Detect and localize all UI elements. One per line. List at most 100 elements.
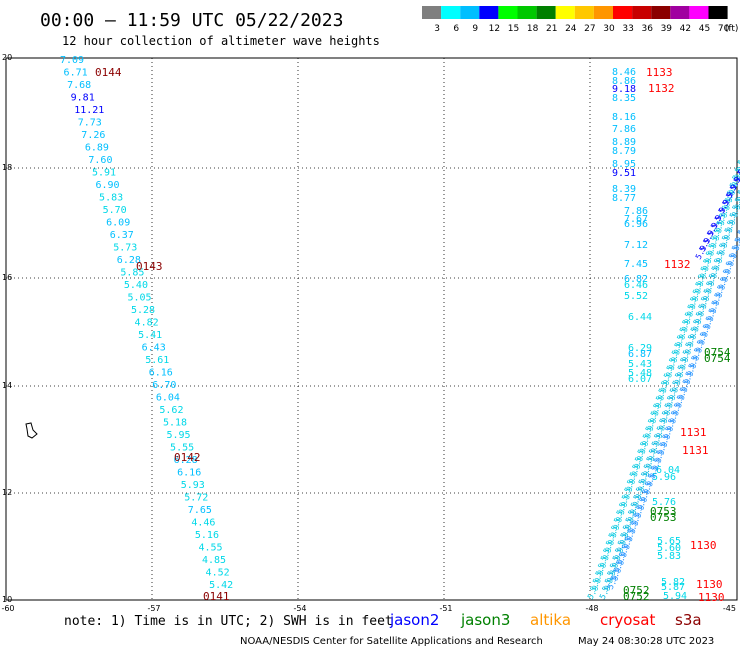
wave-height-value: 6.82 [624, 274, 648, 285]
map-title: 00:00 – 11:59 UTC 05/22/2023 [40, 10, 343, 31]
x-tick-label: -51 [439, 604, 452, 613]
track-time-label: 0752 [623, 584, 650, 597]
wave-height-value: 6.07 [628, 374, 652, 385]
wave-height-value: 6.29 [628, 343, 652, 354]
wave-height-value: 5.95 [167, 430, 191, 441]
ascending-track-mark: 5.9 [736, 180, 740, 197]
footer-note: note: 1) Time is in UTC; 2) SWH is in fe… [64, 614, 393, 629]
legend-label: 42 [680, 24, 691, 34]
track-time-label: 0142 [174, 451, 201, 464]
mission-label-s3a: s3a [675, 611, 702, 629]
track-time-label: 0143 [136, 260, 163, 273]
track-time-label: 0753 [650, 511, 677, 524]
wave-height-value: 7.26 [81, 130, 105, 141]
ascending-track-mark: 5.9 [728, 175, 740, 192]
wave-height-value: 6.89 [85, 143, 109, 154]
wave-height-value: 4.85 [202, 555, 226, 566]
ascending-track-mark: 5.9 [731, 165, 740, 182]
ascending-track-mark: 5.9 [728, 203, 740, 220]
y-tick-label: 20 [2, 53, 12, 62]
legend-label: 12 [489, 24, 500, 34]
wave-height-value: 5.05 [127, 293, 151, 304]
wave-height-value: 5.40 [124, 280, 148, 291]
wave-height-value: 5.61 [145, 355, 169, 366]
x-tick-label: -54 [293, 604, 306, 613]
wave-height-value: 5.72 [184, 493, 208, 504]
mission-label-jason2: jason2 [389, 611, 439, 629]
wave-height-value: 6.96 [624, 219, 648, 230]
wave-height-value: 6.43 [142, 343, 166, 354]
wave-height-value: 6.46 [624, 280, 648, 291]
legend-swatch [517, 6, 537, 19]
legend-swatch [422, 6, 442, 19]
track-time-label: 0754 [704, 352, 731, 365]
legend-swatch [613, 6, 633, 19]
ascending-track-mark: 5.9 [730, 236, 740, 253]
legend-label: 30 [603, 24, 615, 34]
wave-height-value: 11.21 [74, 105, 104, 116]
legend-label: 33 [622, 24, 633, 34]
ascending-track-mark: 5.9 [736, 150, 740, 167]
wave-height-value: 5.60 [657, 543, 681, 554]
track-time-label: 1132 [664, 258, 691, 271]
wave-height-value: 5.65 [657, 536, 681, 547]
legend-label: 24 [565, 24, 577, 34]
legend-label: 70 [718, 24, 730, 34]
footer-credit: NOAA/NESDIS Center for Satellite Applica… [240, 636, 543, 647]
wave-height-value: 6.04 [156, 393, 180, 404]
wave-height-value: 6.71 [64, 68, 88, 79]
wave-height-value: 5.55 [170, 443, 194, 454]
wave-height-value: 5.16 [195, 530, 219, 541]
track-time-label: 1130 [696, 578, 723, 591]
wave-height-value: 5.85 [120, 268, 144, 279]
wave-height-value: 6.70 [152, 380, 176, 391]
legend-swatch [498, 6, 518, 19]
track-time-label: 1133 [646, 66, 673, 79]
map-grid [5, 57, 738, 601]
wave-height-value: 7.60 [88, 155, 112, 166]
wave-height-value: 7.86 [612, 124, 636, 135]
wave-height-value: 6.16 [149, 368, 173, 379]
legend-label: 15 [508, 24, 519, 34]
wave-height-value: 5.91 [92, 168, 116, 179]
track-time-label: 0752 [623, 590, 650, 603]
wave-height-value: 5.18 [163, 418, 187, 429]
wave-height-value: 6.09 [106, 218, 130, 229]
axis-labels: -60 -57 -54 -51 -48 -45 20 18 16 14 12 10 [1, 53, 736, 613]
wave-height-value: 5.82 [661, 577, 685, 588]
wave-height-value: 5.87 [661, 582, 685, 593]
wave-height-value: 4.46 [191, 518, 215, 529]
island-outline [25, 422, 38, 439]
wave-height-value: 9.81 [71, 93, 95, 104]
wave-height-value: 5.70 [103, 205, 127, 216]
legend-swatch [651, 6, 671, 19]
track-time-label: 1131 [680, 426, 707, 439]
mission-label-altika: altika [530, 611, 571, 629]
track-time-label: 0753 [650, 505, 677, 518]
ascending-track-mark: 5.9 [736, 160, 740, 177]
wave-height-value: 7.12 [624, 240, 648, 251]
wave-height-value: 4.55 [198, 543, 222, 554]
legend-unit: (ft) [725, 24, 739, 34]
x-tick-label: -48 [585, 604, 598, 613]
wave-height-value: 6.87 [628, 349, 652, 360]
wave-height-value: 8.77 [612, 193, 636, 204]
legend-label: 21 [546, 24, 557, 34]
footer-timestamp: May 24 08:30:28 UTC 2023 [578, 636, 714, 647]
ascending-track-mark: 5.9 [732, 167, 740, 184]
wave-height-value: 5.94 [663, 591, 687, 602]
wave-height-value: 7.65 [188, 505, 212, 516]
wave-height-value: 7.68 [67, 80, 91, 91]
wave-height-value: 5.42 [209, 580, 233, 591]
track-time-label: 1130 [698, 591, 725, 604]
x-tick-label: -57 [147, 604, 160, 613]
wave-height-value: 6.16 [177, 468, 201, 479]
ascending-track-mark: 5.9 [736, 220, 740, 237]
y-tick-label: 16 [2, 273, 12, 282]
wave-height-value: 5.62 [159, 405, 183, 416]
track-time-label: 1130 [690, 539, 717, 552]
legend-label: 3 [434, 24, 440, 34]
legend-swatch [555, 6, 575, 19]
legend-swatch [708, 6, 728, 19]
